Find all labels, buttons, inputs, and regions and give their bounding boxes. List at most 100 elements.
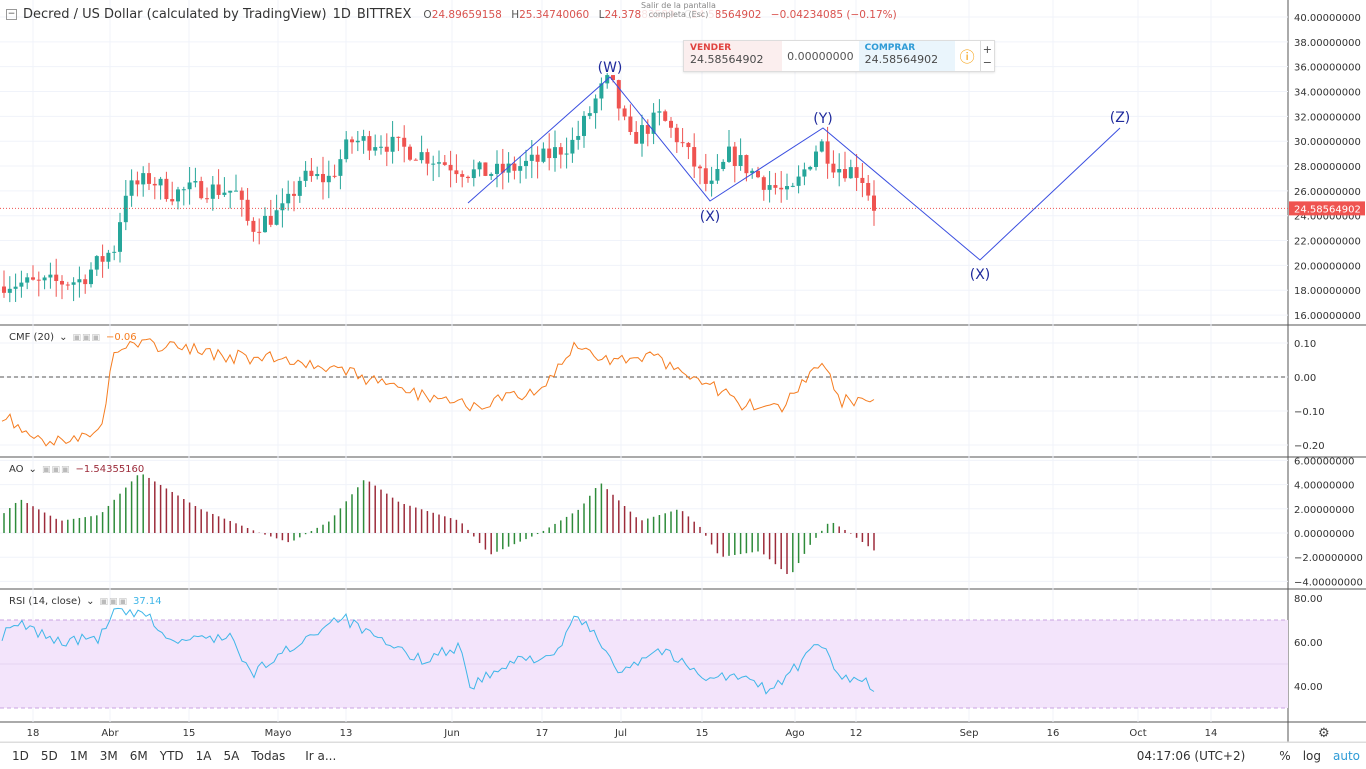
time-axis-label: Abr <box>101 728 119 739</box>
chevron-down-icon[interactable]: ⌄ <box>59 332 68 343</box>
collapse-icon[interactable]: − <box>6 9 17 20</box>
wave-label: (X) <box>700 209 721 225</box>
ao-title[interactable]: AO <box>9 464 24 475</box>
candle-body <box>94 256 99 270</box>
pane-buttons-icon[interactable]: ▣▣▣ <box>41 464 71 475</box>
candle-body <box>825 141 830 164</box>
rsi-axis-label: 80.00 <box>1294 594 1323 605</box>
tooltip-line-1: Salir de la pantalla <box>641 1 716 10</box>
candle-body <box>315 173 320 177</box>
timeframe-3m[interactable]: 3M <box>99 749 118 763</box>
candle-body <box>338 159 343 176</box>
time-axis-label: 18 <box>27 728 40 739</box>
candle-body <box>210 184 215 199</box>
candle-body <box>19 282 24 287</box>
candle-body <box>7 288 12 293</box>
sell-button[interactable]: VENDER 24.58564902 <box>684 41 783 71</box>
timeframe-1m[interactable]: 1M <box>69 749 88 763</box>
symbol-title[interactable]: Decred / US Dollar (calculated by Tradin… <box>23 7 327 22</box>
candle-body <box>703 168 708 184</box>
candle-body <box>48 274 53 278</box>
candle-body <box>756 170 760 178</box>
candle-body <box>280 203 285 211</box>
chart-canvas[interactable]: 18 Abr 15 Mayo 13 Jun 17 Jul 15 Ago 12 Sep 16 Oct 14 40… <box>0 0 1366 742</box>
cmf-axis-label: −0.20 <box>1294 441 1325 452</box>
cmf-value: −0.06 <box>105 332 137 343</box>
exchange-label[interactable]: BITTREX <box>356 7 412 22</box>
candle-body <box>732 146 737 167</box>
pane-buttons-icon[interactable]: ▣▣▣ <box>72 332 101 343</box>
plus-button[interactable]: + <box>982 43 992 56</box>
chevron-down-icon[interactable]: ⌄ <box>86 596 95 607</box>
candle-body <box>680 142 685 144</box>
timeframe-1a[interactable]: 1A <box>195 749 212 763</box>
price-axis-label: 38.00000000 <box>1294 38 1361 49</box>
timeframe-6m[interactable]: 6M <box>129 749 148 763</box>
change-value: −0.04234085 (−0.17%) <box>770 8 897 21</box>
candle-body <box>234 190 238 192</box>
timeframe-all[interactable]: Todas <box>251 749 286 763</box>
candle-body <box>721 161 726 169</box>
candle-body <box>89 269 93 285</box>
price-axis-label: 28.00000000 <box>1294 162 1361 173</box>
candle-body <box>750 170 755 174</box>
candle-body <box>837 169 842 173</box>
candle-body <box>854 167 859 178</box>
pane-buttons-icon[interactable]: ▣▣▣ <box>99 596 128 607</box>
elliott-wave-line <box>467 76 1121 261</box>
candle-body <box>100 256 105 262</box>
candle-body <box>582 115 586 136</box>
candle-body <box>669 120 673 128</box>
time-axis-label: Oct <box>1129 728 1146 739</box>
candle-body <box>263 215 267 233</box>
candle-body <box>663 111 668 121</box>
candle-body <box>268 215 273 225</box>
minus-button[interactable]: − <box>982 56 992 69</box>
buy-button[interactable]: COMPRAR 24.58564902 <box>858 41 955 71</box>
candle-body <box>158 178 163 186</box>
candle-body <box>657 111 662 113</box>
candle-body <box>651 112 656 134</box>
candle-body <box>437 162 441 164</box>
info-icon[interactable]: ⓘ <box>959 47 975 66</box>
timeframe-1d[interactable]: 1D <box>12 749 29 763</box>
ao-value: −1.54355160 <box>75 464 145 475</box>
log-toggle[interactable]: log <box>1302 749 1321 763</box>
candle-body <box>141 173 146 185</box>
rsi-axis-label: 60.00 <box>1294 638 1323 649</box>
chevron-down-icon[interactable]: ⌄ <box>28 464 37 475</box>
price-axis-label: 30.00000000 <box>1294 137 1361 148</box>
timeframe-5d[interactable]: 5D <box>40 749 58 763</box>
percent-toggle[interactable]: % <box>1279 749 1291 763</box>
candle-body <box>593 98 598 114</box>
candle-body <box>181 189 186 191</box>
timeframe-ytd[interactable]: YTD <box>159 749 184 763</box>
candle-body <box>506 163 511 173</box>
buy-price: 24.58564902 <box>864 53 939 66</box>
auto-toggle[interactable]: auto <box>1332 749 1360 763</box>
candle-body <box>251 220 256 232</box>
rsi-title[interactable]: RSI (14, close) <box>9 596 82 607</box>
time-axis-label: 17 <box>536 728 549 739</box>
rsi-value: 37.14 <box>132 596 162 607</box>
candle-body <box>303 170 308 181</box>
candle-body <box>489 173 494 176</box>
quantity-stepper: + − <box>979 41 994 71</box>
candle-body <box>790 185 795 187</box>
wave-label: (X) <box>970 267 991 283</box>
time-axis-label: 16 <box>1047 728 1060 739</box>
candle-body <box>396 136 401 138</box>
cmf-title[interactable]: CMF (20) <box>9 332 55 343</box>
ao-axis-label: 2.00000000 <box>1294 505 1354 516</box>
candle-body <box>187 182 192 190</box>
timeframe-5a[interactable]: 5A <box>223 749 240 763</box>
price-axis-label: 24.00000000 <box>1294 212 1361 223</box>
settings-gear-icon[interactable]: ⚙ <box>1318 726 1330 741</box>
candle-body <box>483 162 488 176</box>
candle-body <box>500 163 505 173</box>
candle-body <box>31 277 35 280</box>
spread-value: 0.00000000 <box>787 49 854 63</box>
candle-body <box>611 75 615 81</box>
goto-button[interactable]: Ir a... <box>305 749 337 763</box>
clock[interactable]: 04:17:06 (UTC+2) <box>1136 749 1246 763</box>
